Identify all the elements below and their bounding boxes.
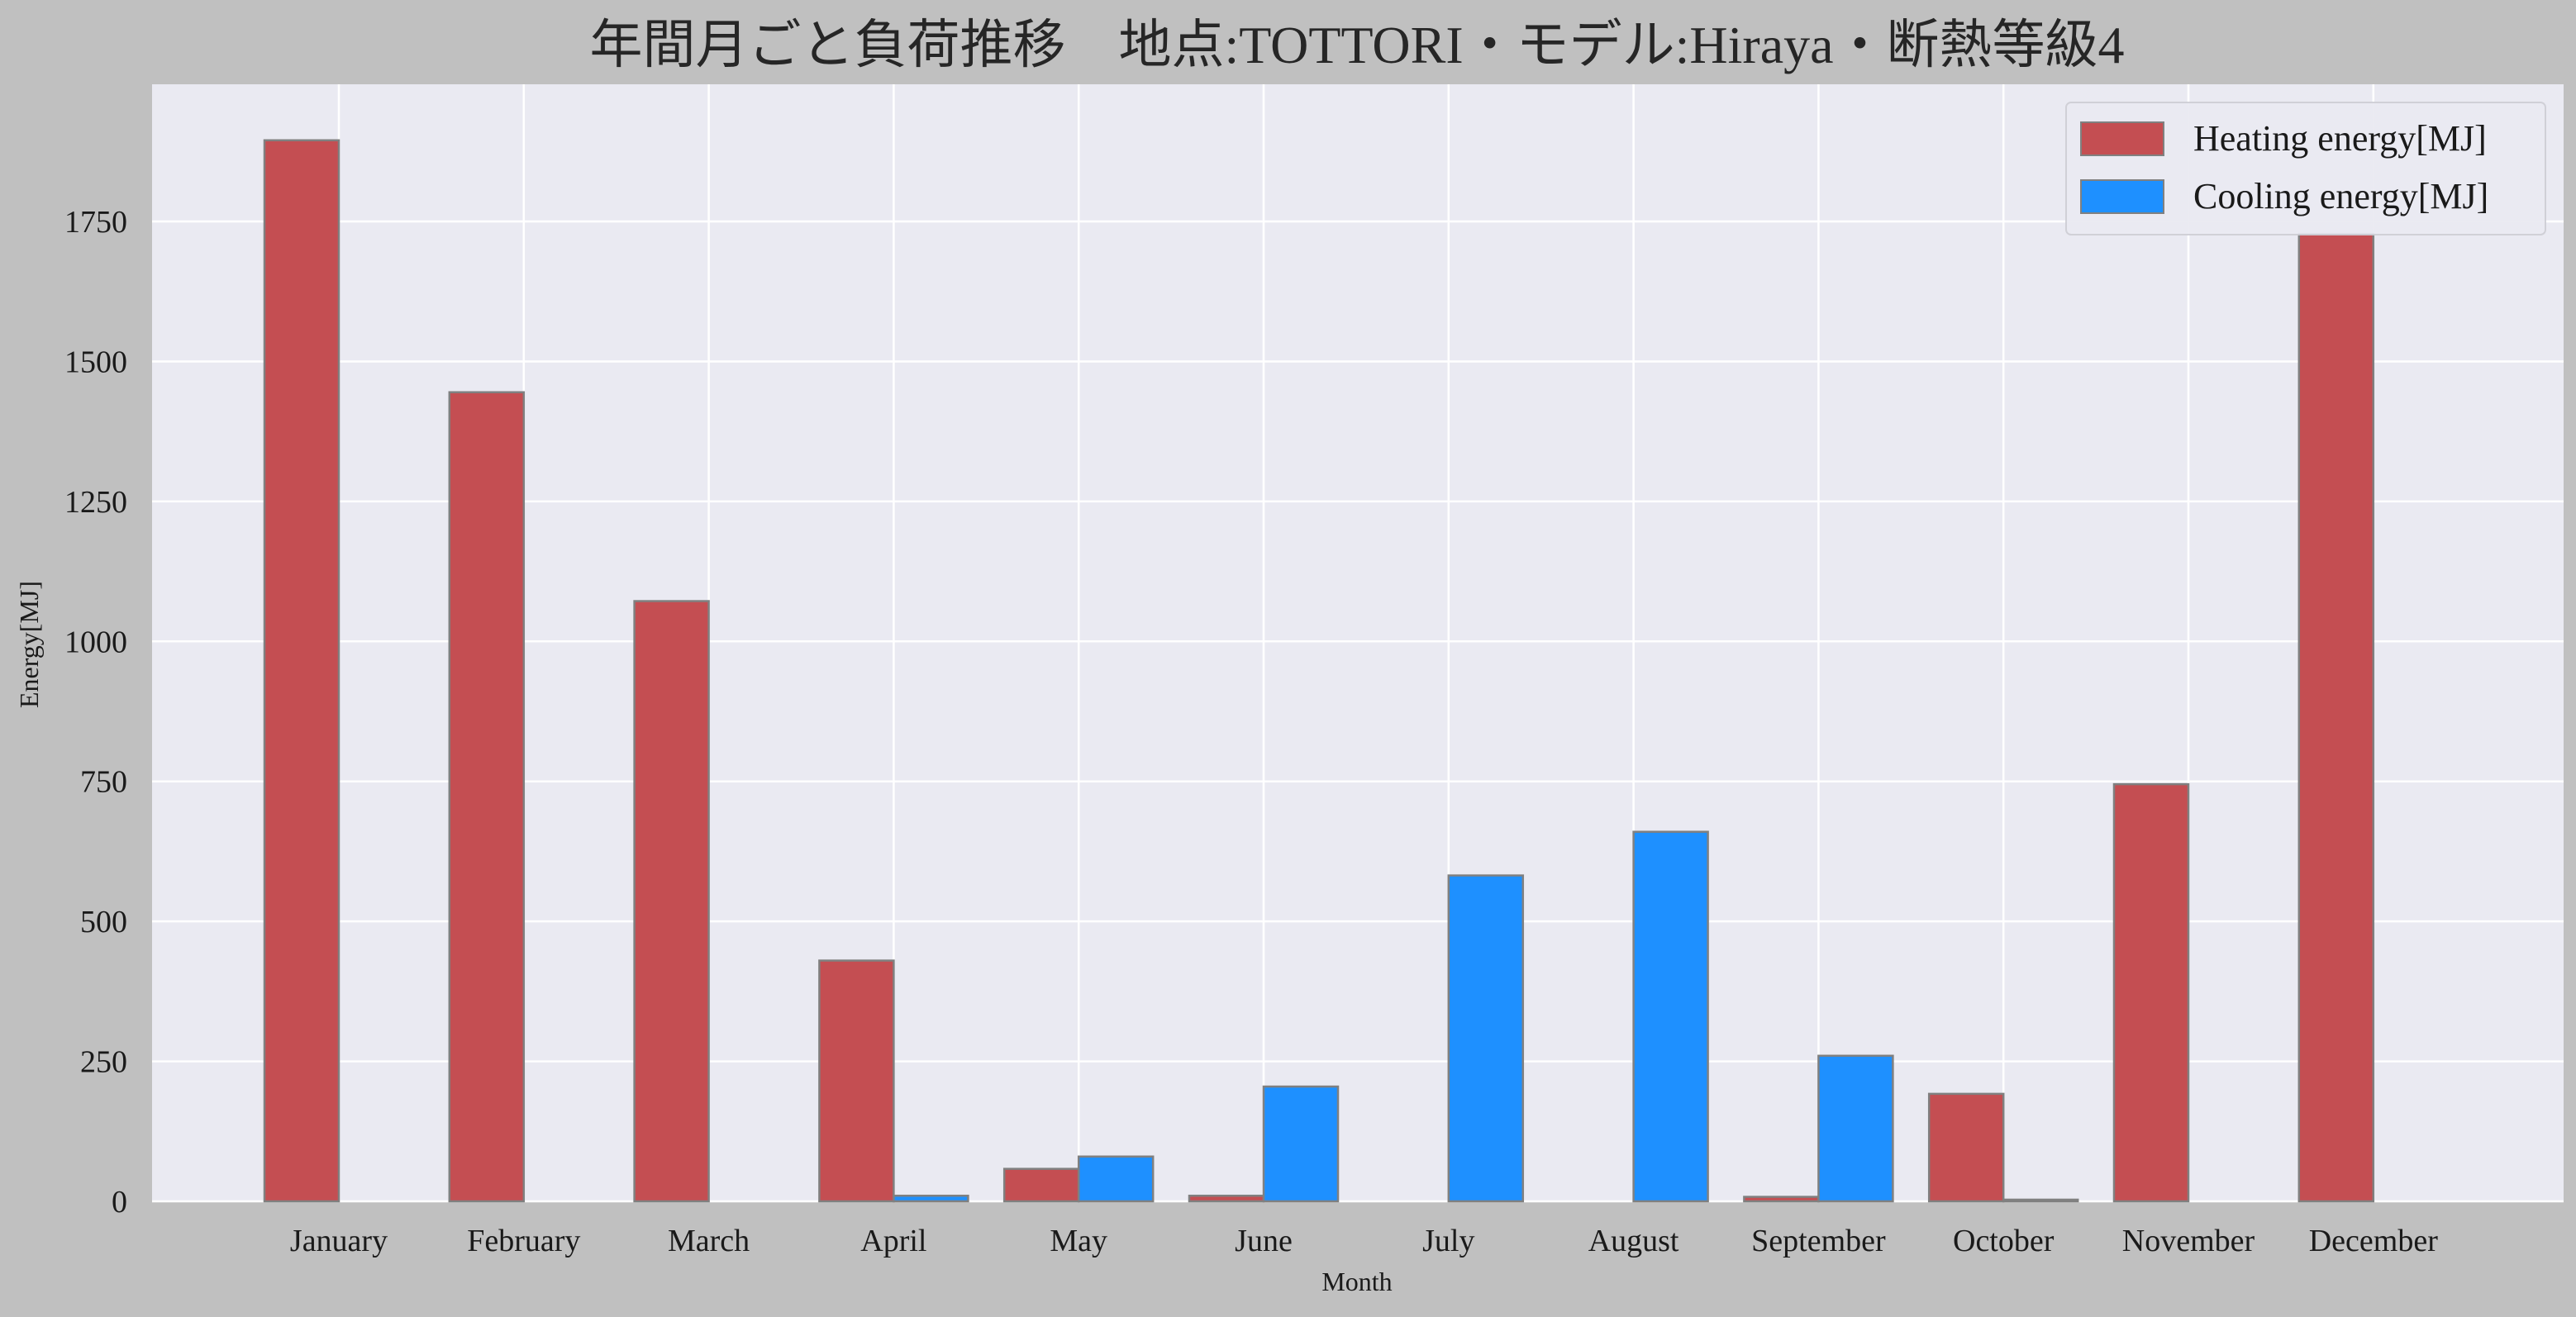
y-tick-label: 1500	[64, 345, 127, 379]
x-tick-label: February	[467, 1224, 580, 1258]
bars	[263, 139, 2375, 1203]
y-tick-label: 0	[112, 1185, 127, 1220]
y-tick-label: 750	[80, 765, 127, 800]
heating-bar-march	[633, 600, 710, 1203]
x-tick-label: November	[2122, 1224, 2255, 1258]
chart-title: 年間月ごと負荷推移 地点:TOTTORI・モデル:Hiraya・断熱等級4	[589, 16, 2124, 74]
y-tick-label: 1750	[64, 205, 127, 240]
cooling-bar-june	[1262, 1085, 1340, 1203]
legend-label-cooling: Cooling energy[MJ]	[2193, 176, 2488, 216]
x-tick-label: August	[1588, 1224, 1679, 1258]
legend-swatch-cooling	[2080, 179, 2164, 214]
heating-bar-december	[2297, 232, 2375, 1203]
cooling-bar-october	[2002, 1198, 2079, 1203]
heating-bar-october	[1927, 1092, 2005, 1203]
heating-bar-may	[1002, 1167, 1080, 1203]
heating-bar-september	[1743, 1196, 1820, 1203]
x-tick-label: June	[1235, 1224, 1293, 1258]
x-tick-label: September	[1751, 1224, 1886, 1258]
y-tick-labels: 0 250 500 750 1000 1250 1500 1750	[64, 205, 127, 1220]
legend-box	[2065, 102, 2546, 235]
heating-bar-january	[263, 139, 340, 1203]
y-tick-label: 500	[80, 905, 127, 939]
y-axis-label: Energy[MJ]	[14, 581, 44, 708]
x-tick-label: April	[860, 1224, 926, 1258]
x-tick-label: December	[2309, 1224, 2438, 1258]
y-tick-label: 1250	[64, 485, 127, 520]
x-tick-label: October	[1953, 1224, 2055, 1258]
cooling-bar-september	[1817, 1054, 1894, 1203]
x-tick-labels: January February March April May June July Augu…	[290, 1224, 2438, 1258]
y-tick-label: 250	[80, 1045, 127, 1080]
y-tick-label: 1000	[64, 625, 127, 659]
cooling-bar-july	[1447, 874, 1525, 1203]
legend-swatch-heating	[2080, 121, 2164, 156]
x-tick-label: July	[1422, 1224, 1474, 1258]
heating-bar-april	[818, 959, 895, 1203]
x-tick-label: May	[1050, 1224, 1107, 1258]
heating-bar-june	[1188, 1194, 1265, 1203]
x-tick-label: March	[668, 1224, 750, 1258]
x-tick-label: January	[290, 1224, 388, 1258]
legend-label-heating: Heating energy[MJ]	[2193, 118, 2487, 159]
x-axis-label: Month	[1321, 1267, 1392, 1296]
legend: Heating energy[MJ] Cooling energy[MJ]	[2065, 102, 2546, 235]
cooling-bar-april	[893, 1194, 969, 1203]
heating-bar-february	[448, 391, 526, 1203]
heating-bar-november	[2112, 782, 2190, 1203]
cooling-bar-may	[1077, 1155, 1155, 1203]
cooling-bar-august	[1632, 830, 1709, 1203]
